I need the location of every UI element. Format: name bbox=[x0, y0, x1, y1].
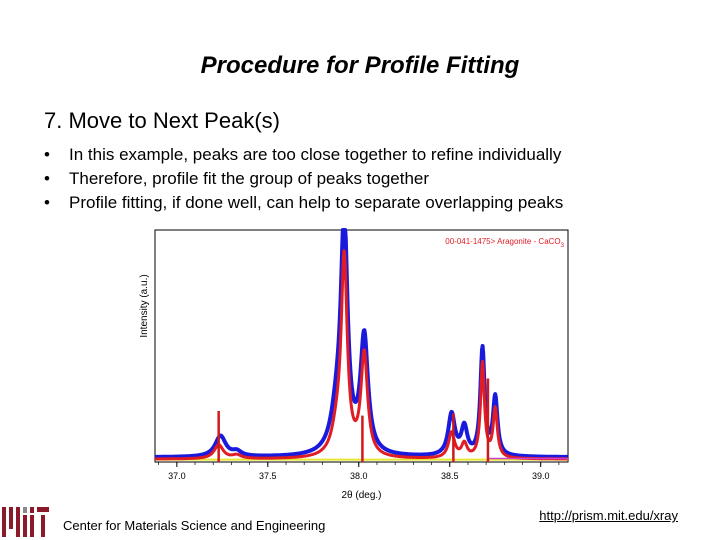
bullet-text: In this example, peaks are too close tog… bbox=[69, 145, 562, 164]
x-tick-label: 38.0 bbox=[350, 471, 368, 481]
footer-org: Center for Materials Science and Enginee… bbox=[63, 518, 326, 533]
legend-label: 00-041-1475> Aragonite - CaCO3 bbox=[445, 237, 564, 249]
x-tick-label: 37.0 bbox=[168, 471, 186, 481]
bullet-list: • In this example, peaks are too close to… bbox=[44, 143, 563, 215]
x-tick-label: 38.5 bbox=[441, 471, 459, 481]
bullet-item: • In this example, peaks are too close to… bbox=[44, 145, 562, 164]
mit-logo bbox=[2, 507, 49, 537]
y-axis-label: Intensity (a.u.) bbox=[139, 274, 150, 337]
section-heading: 7. Move to Next Peak(s) bbox=[44, 108, 280, 133]
bullet-text: Profile fitting, if done well, can help … bbox=[69, 193, 564, 212]
bullet-text: Therefore, profile fit the group of peak… bbox=[69, 169, 430, 188]
x-tick-label: 37.5 bbox=[259, 471, 277, 481]
bullet-item: • Profile fitting, if done well, can help… bbox=[44, 193, 564, 212]
series-line-1 bbox=[154, 249, 569, 461]
x-tick-label: 39.0 bbox=[532, 471, 550, 481]
footer-url-link[interactable]: http://prism.mit.edu/xray bbox=[539, 508, 678, 523]
bullet-item: • Therefore, profile fit the group of pea… bbox=[44, 169, 430, 188]
x-axis-label: 2θ (deg.) bbox=[341, 490, 381, 501]
slide-title: Procedure for Profile Fitting bbox=[200, 52, 520, 79]
